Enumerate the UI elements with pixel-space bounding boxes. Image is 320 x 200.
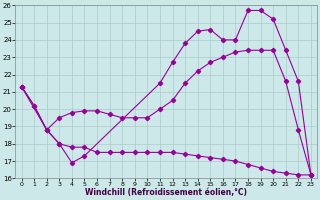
X-axis label: Windchill (Refroidissement éolien,°C): Windchill (Refroidissement éolien,°C) [85,188,247,197]
